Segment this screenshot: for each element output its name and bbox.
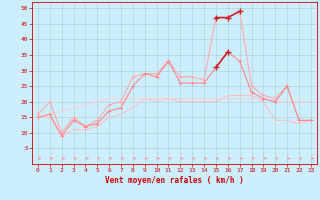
X-axis label: Vent moyen/en rafales ( km/h ): Vent moyen/en rafales ( km/h ): [105, 176, 244, 185]
